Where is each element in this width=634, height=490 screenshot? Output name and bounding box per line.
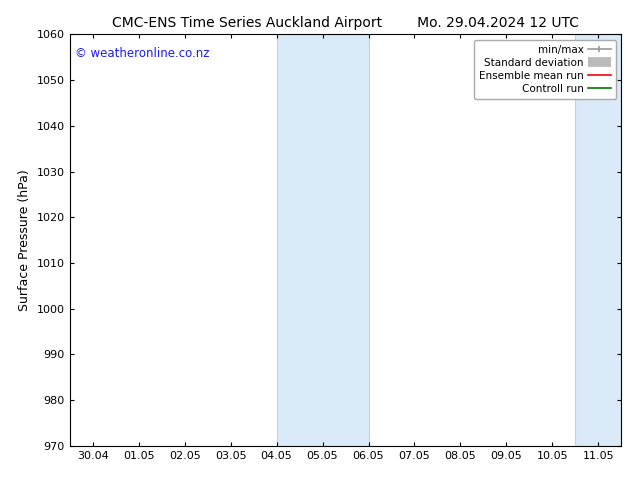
Legend: min/max, Standard deviation, Ensemble mean run, Controll run: min/max, Standard deviation, Ensemble me… [474, 40, 616, 99]
Title: CMC-ENS Time Series Auckland Airport        Mo. 29.04.2024 12 UTC: CMC-ENS Time Series Auckland Airport Mo.… [112, 16, 579, 30]
Bar [575, 34, 621, 446]
Bar [276, 34, 368, 446]
Y-axis label: Surface Pressure (hPa): Surface Pressure (hPa) [18, 169, 31, 311]
Text: © weatheronline.co.nz: © weatheronline.co.nz [75, 47, 210, 60]
